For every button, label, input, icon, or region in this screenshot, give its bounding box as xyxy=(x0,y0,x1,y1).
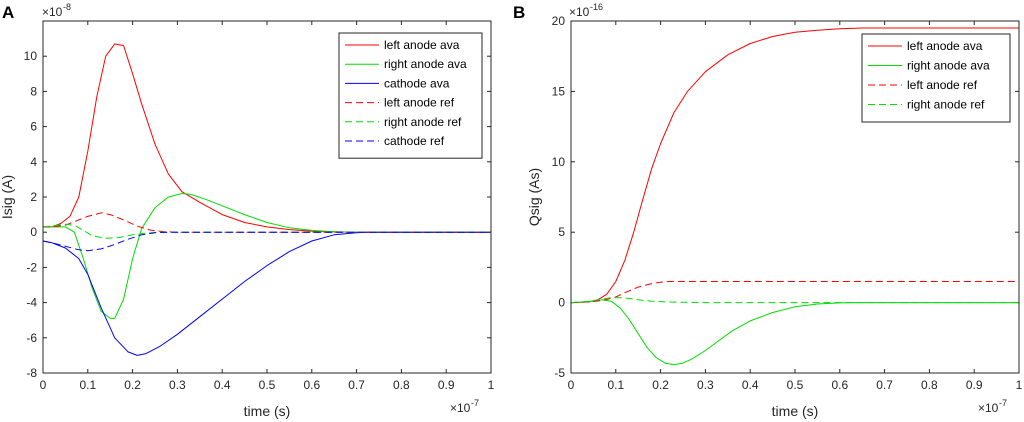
series-line-cathode-ava xyxy=(42,231,491,356)
legend-entry: left anode ava xyxy=(907,39,983,53)
panel-a-y-axis-label: Isig (A) xyxy=(0,175,15,219)
legend-box xyxy=(338,32,483,159)
legend-box xyxy=(861,33,1011,123)
y-tick-label: -8 xyxy=(26,366,37,380)
y-tick-label: 0 xyxy=(558,296,565,310)
x-tick-label: 0.2 xyxy=(124,378,141,392)
panel-b-y-axis-label: Qsig (As) xyxy=(526,168,542,226)
legend-entry: left anode ava xyxy=(384,38,460,52)
x-tick-label: 0.9 xyxy=(966,378,983,392)
legend-entry: right anode ref xyxy=(384,115,462,129)
legend-entry: cathode ref xyxy=(384,134,445,148)
series-line-cathode-ref xyxy=(42,231,491,252)
panel-a-label: A xyxy=(2,3,14,22)
x-tick-label: 1 xyxy=(1016,378,1023,392)
panel-b-y-multiplier-exponent: -16 xyxy=(590,2,603,12)
x-tick-label: 0.5 xyxy=(787,378,804,392)
y-tick-label: 15 xyxy=(552,84,566,98)
series-line-left-anode-ref xyxy=(570,281,1019,304)
x-tick-label: 0.1 xyxy=(79,378,96,392)
x-tick-label: 0.3 xyxy=(169,378,186,392)
y-tick-label: -6 xyxy=(26,331,37,345)
x-tick-label: 0.3 xyxy=(697,378,714,392)
series-line-right-anode-ref xyxy=(570,297,1019,304)
panel-b-x-axis-label: time (s) xyxy=(772,403,819,419)
panel-b-chart: B ×10 -16 ×10 -7 time (s) Qsig (As) 0 0.1… xyxy=(513,2,1023,419)
panel-a-x-multiplier-exponent: -7 xyxy=(471,398,479,408)
panel-a-ticks: 0 0.1 0.2 0.3 0.4 0.5 0.6 0.7 0.8 0.9 1 -8 -6 -4 -2 0 2 4… xyxy=(24,21,495,392)
x-tick-label: 1 xyxy=(488,378,495,392)
panel-b-label: B xyxy=(513,3,525,22)
y-tick-label: 5 xyxy=(558,225,565,239)
x-tick-label: 0.2 xyxy=(652,378,669,392)
panel-a-x-axis-label: time (s) xyxy=(244,403,291,419)
y-tick-label: -2 xyxy=(26,260,37,274)
x-tick-label: 0.1 xyxy=(607,378,624,392)
panel-b-y-multiplier: ×10 xyxy=(569,5,590,19)
legend-entry: right anode ava xyxy=(384,57,467,71)
legend-entry: right anode ava xyxy=(907,59,990,73)
y-tick-label: 8 xyxy=(30,84,37,98)
x-tick-label: 0.5 xyxy=(259,378,276,392)
x-tick-label: 0.4 xyxy=(742,378,759,392)
x-tick-label: 0.9 xyxy=(438,378,455,392)
legend-entry: left anode ref xyxy=(384,96,455,110)
y-tick-label: 20 xyxy=(552,14,566,28)
panel-a-x-multiplier: ×10 xyxy=(450,401,471,415)
series-line-right-anode-ava xyxy=(43,193,491,319)
series-line-right-anode-ava xyxy=(570,299,1019,366)
panel-b-series-lines xyxy=(570,27,1019,366)
panel-a-y-multiplier-exponent: -8 xyxy=(63,2,71,12)
legend-entry: right anode ref xyxy=(907,98,985,112)
panel-a-y-multiplier: ×10 xyxy=(42,5,63,19)
y-tick-label: -4 xyxy=(26,296,37,310)
x-tick-label: 0.6 xyxy=(831,378,848,392)
y-tick-label: 6 xyxy=(30,120,37,134)
x-tick-label: 0.6 xyxy=(303,378,320,392)
panel-b-legend: left anode ava right anode ava left anode … xyxy=(861,33,1011,123)
x-tick-label: 0 xyxy=(568,378,575,392)
x-tick-label: 0.4 xyxy=(214,378,231,392)
y-tick-label: 10 xyxy=(552,155,566,169)
panel-a-chart: A ×10 -8 ×10 -7 time (s) Isig (A) 0 0.1 0.… xyxy=(0,2,495,419)
y-tick-label: 4 xyxy=(30,155,37,169)
panel-b-x-multiplier: ×10 xyxy=(978,401,999,415)
y-tick-label: 10 xyxy=(24,49,38,63)
panel-b-axes-box xyxy=(570,20,1020,374)
y-tick-label: 2 xyxy=(30,190,37,204)
x-tick-label: 0.8 xyxy=(921,378,938,392)
panel-a-axes-box xyxy=(42,20,492,374)
legend-entry: left anode ref xyxy=(907,78,978,92)
panel-b-x-multiplier-exponent: -7 xyxy=(999,398,1007,408)
panel-a-legend: left anode ava right anode ava cathode ava… xyxy=(338,32,483,159)
x-tick-label: 0 xyxy=(40,378,47,392)
panel-a-series-lines xyxy=(42,43,491,356)
series-line-left-anode-ava xyxy=(570,27,1019,304)
y-tick-label: 0 xyxy=(30,225,37,239)
y-tick-label: -5 xyxy=(554,366,565,380)
legend-entry: cathode ava xyxy=(384,76,450,90)
x-tick-label: 0.7 xyxy=(348,378,365,392)
x-tick-label: 0.7 xyxy=(876,378,893,392)
x-tick-label: 0.8 xyxy=(393,378,410,392)
